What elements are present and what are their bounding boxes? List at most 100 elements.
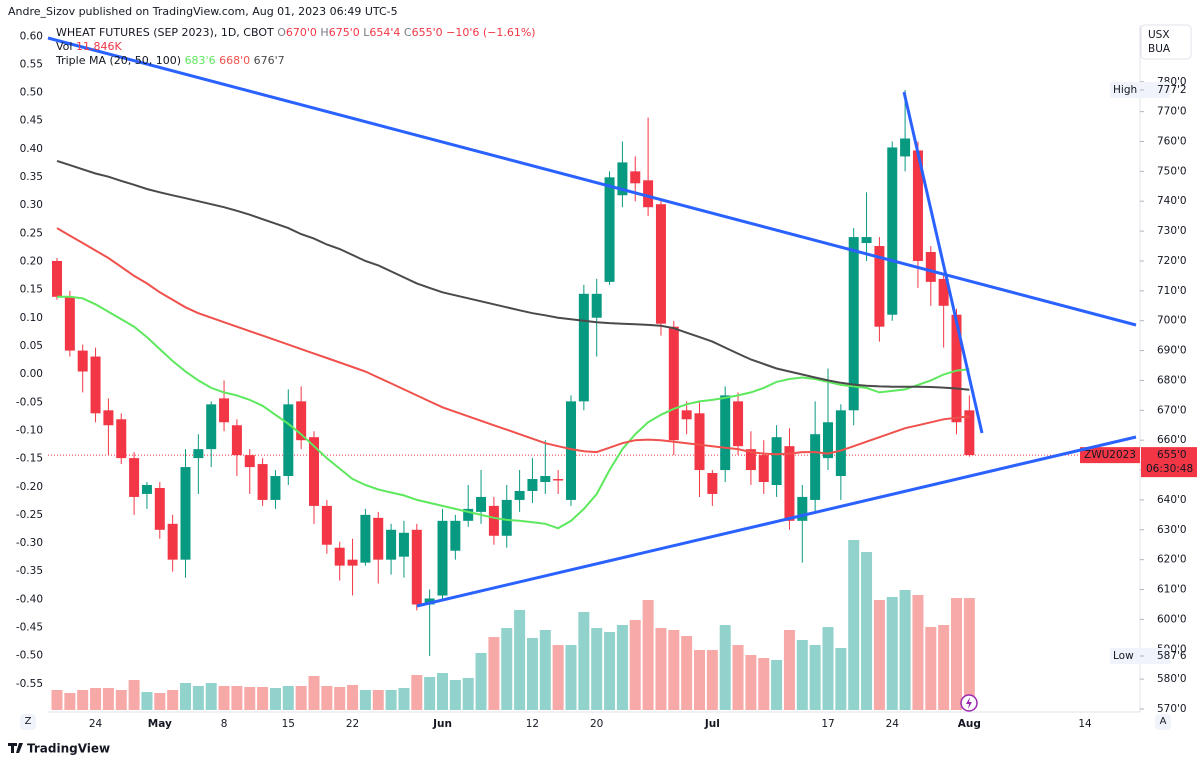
- left-tick-label: 0.05: [20, 340, 43, 352]
- candle-body: [90, 356, 101, 414]
- candle-body: [938, 278, 949, 306]
- volume-label: Vol: [56, 40, 73, 53]
- volume-bar: [925, 627, 937, 710]
- left-tick-label: 0.35: [20, 171, 43, 183]
- trend-line: [416, 435, 1137, 608]
- volume-bar: [64, 692, 76, 710]
- trend-lines: [47, 36, 1137, 608]
- volume-bar: [167, 690, 179, 710]
- trend-line: [47, 36, 1137, 327]
- left-tick-label: 0.55: [20, 58, 43, 70]
- ohlc-key: C: [403, 26, 412, 39]
- currency-box[interactable]: [1140, 24, 1192, 60]
- x-tick-label: 24: [886, 718, 900, 730]
- candle-body: [77, 350, 88, 372]
- y-tick-label: 630'0: [1157, 524, 1187, 536]
- ma-name: Triple MA (20, 50, 100): [56, 54, 182, 67]
- volume-bar: [244, 687, 256, 710]
- symbol-label: ZWU2023: [1084, 449, 1136, 461]
- left-tick-label: -0.15: [16, 453, 43, 465]
- candle-body: [630, 171, 641, 184]
- candle-body: [900, 138, 911, 157]
- candle-body: [219, 398, 230, 423]
- volume-bar: [565, 645, 577, 710]
- ohlc-key: H: [320, 26, 329, 39]
- left-tick-label: -0.35: [16, 565, 43, 577]
- candle-body: [296, 401, 307, 441]
- volume-bar: [180, 682, 191, 710]
- volume-bar: [912, 595, 924, 710]
- volume-bar: [951, 598, 962, 710]
- candle-body: [861, 237, 872, 244]
- left-button[interactable]: Z: [20, 714, 36, 730]
- ohlc-legend: O670'0 H675'0 L654'4 C655'0: [277, 26, 446, 39]
- price-box: [1141, 447, 1197, 478]
- candle-body: [758, 455, 769, 483]
- left-tick-label: 0.00: [20, 368, 43, 380]
- volume-bar: [475, 652, 487, 710]
- volume-bar: [681, 636, 693, 710]
- y-tick-label: 710'0: [1157, 285, 1187, 297]
- trend-line: [902, 91, 984, 434]
- candle-body: [283, 404, 294, 477]
- publisher-line: Andre_Sizov published on TradingView.com…: [8, 5, 398, 18]
- symbol-box: [1080, 447, 1140, 464]
- volume-bar: [591, 627, 603, 710]
- candle-body: [373, 517, 384, 560]
- left-tick-label: -0.20: [16, 481, 43, 493]
- volume-bar: [51, 690, 63, 710]
- low-marker: Low 587'6: [1110, 647, 1187, 664]
- left-tick-label: 0.25: [20, 227, 43, 239]
- candle-body: [566, 401, 576, 500]
- y-tick-label: 690'0: [1157, 345, 1187, 357]
- volume-bar: [732, 645, 744, 710]
- left-tick-label: 0.20: [20, 256, 43, 268]
- candle-body: [720, 395, 731, 471]
- volume-bar: [526, 637, 538, 710]
- candle-body: [617, 162, 628, 196]
- volume-bar: [848, 540, 860, 710]
- volume-value: 11.846K: [75, 40, 122, 53]
- candle-body: [116, 419, 127, 459]
- candle-body: [912, 150, 923, 261]
- ohlc-value: 655'0: [411, 26, 443, 39]
- candle-body: [887, 147, 898, 315]
- volume-bar: [552, 645, 564, 710]
- volume-bar: [758, 657, 770, 710]
- volume-bar: [347, 685, 359, 710]
- volume-bar: [385, 690, 397, 710]
- left-tick-label: 0.60: [20, 30, 43, 42]
- y-tick-label: 740'0: [1157, 195, 1187, 207]
- volume-bar: [308, 676, 320, 710]
- candle-body: [514, 490, 525, 500]
- event-bolt: [966, 697, 972, 709]
- candle-body: [321, 505, 332, 545]
- candle-body: [553, 479, 564, 481]
- volume-bar: [873, 600, 885, 710]
- right-button[interactable]: A: [1155, 714, 1171, 730]
- y-tick-label: 580'0: [1157, 673, 1187, 685]
- y-tick-label: 750'0: [1157, 165, 1187, 177]
- left-tick-label: -0.30: [16, 537, 43, 549]
- volume-bar: [231, 686, 243, 710]
- volume-bar: [257, 687, 269, 710]
- volume-bar: [488, 637, 500, 710]
- volume-bar: [835, 647, 847, 710]
- y-tick-label: 660'0: [1157, 434, 1187, 446]
- volume-bar: [321, 686, 333, 710]
- candle-body: [733, 401, 744, 447]
- x-tick-label: 12: [526, 718, 539, 730]
- legend-title: WHEAT FUTURES (SEP 2023), 1D, CBOT: [56, 26, 274, 39]
- volume-bar: [578, 612, 590, 710]
- volume-bar: [706, 650, 718, 710]
- candle-body: [501, 499, 512, 536]
- candle-body: [848, 237, 859, 411]
- candle-body: [244, 455, 255, 468]
- volume-bar: [128, 680, 140, 710]
- ma-line: [56, 227, 970, 456]
- x-tick-label: 14: [1078, 718, 1092, 730]
- volume-bar: [668, 630, 680, 710]
- ohlc-value: 654'4: [369, 26, 401, 39]
- y-tick-label: 640'0: [1157, 494, 1187, 506]
